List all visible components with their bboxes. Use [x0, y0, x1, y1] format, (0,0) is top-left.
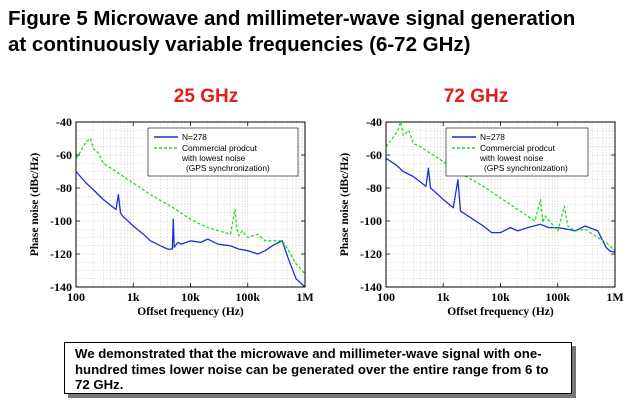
x-tick-label: 1k — [127, 290, 140, 304]
legend-label-n278: N=278 — [182, 132, 207, 142]
x-tick-label: 100 — [67, 290, 85, 304]
x-axis-label: Offset frequency (Hz) — [447, 306, 554, 318]
y-axis-label: Phase noise (dBc/Hz) — [339, 153, 351, 257]
y-tick-label: -100 — [50, 214, 72, 228]
y-tick-label: -40 — [56, 115, 72, 129]
summary-text: We demonstrated that the microwave and m… — [75, 346, 549, 392]
x-tick-label: 1M — [296, 290, 313, 304]
legend-label-lowest-noise: with lowest noise — [181, 153, 246, 163]
x-tick-label: 100 — [377, 290, 395, 304]
chart-title-25ghz: 25 GHz — [173, 86, 239, 107]
x-tick-label: 10k — [181, 290, 200, 304]
x-tick-label: 100k — [545, 290, 570, 304]
legend-label-gps: (GPS synchronization) — [484, 163, 568, 173]
legend-box — [147, 127, 299, 177]
chart-title-72ghz: 72 GHz — [443, 86, 509, 107]
legend-box — [445, 127, 589, 177]
series-line-n278 — [75, 171, 306, 288]
y-tick-label: -100 — [360, 214, 382, 228]
figure-title: Figure 5 Microwave and millimeter-wave s… — [8, 6, 633, 58]
series-line-n278 — [385, 157, 616, 253]
legend-label-commercial: Commercial prodcut — [182, 143, 258, 153]
y-tick-label: -60 — [56, 148, 72, 162]
legend-label-n278: N=278 — [480, 132, 505, 142]
ticks — [75, 121, 306, 288]
x-tick-label: 1M — [606, 290, 623, 304]
x-axis-label: Offset frequency (Hz) — [137, 306, 244, 318]
y-tick-label: -60 — [366, 148, 382, 162]
ticks — [385, 121, 616, 288]
x-tick-label: 100k — [235, 290, 260, 304]
figure-title-line2: at continuously variable frequencies (6-… — [8, 33, 471, 56]
y-tick-label: -40 — [366, 115, 382, 129]
figure-title-line1: Figure 5 Microwave and millimeter-wave s… — [8, 7, 576, 30]
x-tick-label: 10k — [491, 290, 510, 304]
phase-noise-chart-72ghz: 100 1k 10k 100k 1M -40 -60 -80 -100 -120 -140 Offse… — [339, 115, 624, 318]
y-tick-label: -120 — [50, 247, 72, 261]
legend-label-gps: (GPS synchronization) — [186, 163, 270, 173]
y-tick-label: -120 — [360, 247, 382, 261]
y-tick-label: -140 — [50, 280, 72, 294]
y-axis-label: Phase noise (dBc/Hz) — [29, 153, 41, 257]
legend-label-commercial: Commercial prodcut — [480, 143, 556, 153]
summary-box: We demonstrated that the microwave and m… — [64, 342, 572, 394]
y-tick-label: -140 — [360, 280, 382, 294]
series-line-commercial — [75, 137, 306, 275]
x-tick-label: 1k — [437, 290, 450, 304]
phase-noise-chart-25ghz: 100 1k 10k 100k 1M -40 -60 -80 -100 -120 -140 Offse… — [29, 115, 314, 318]
y-tick-label: -80 — [366, 181, 382, 195]
series-line-commercial — [385, 121, 616, 252]
y-tick-label: -80 — [56, 181, 72, 195]
legend-label-lowest-noise: with lowest noise — [479, 153, 544, 163]
